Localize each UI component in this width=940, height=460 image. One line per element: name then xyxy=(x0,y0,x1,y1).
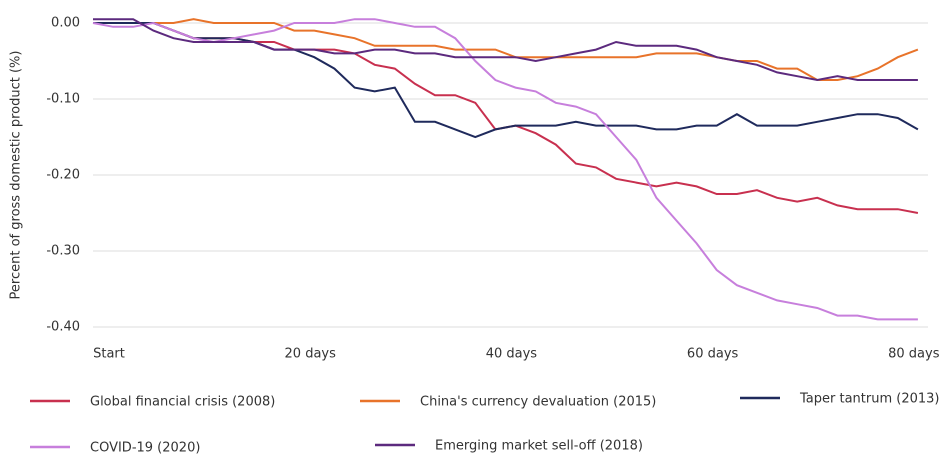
series-line xyxy=(92,18,918,321)
x-tick-label: 80 days xyxy=(888,347,940,362)
series-line xyxy=(93,22,919,139)
series-line xyxy=(93,22,919,214)
legend-label: Emerging market sell-off (2018) xyxy=(435,439,643,454)
legend-label: Global financial crisis (2008) xyxy=(90,395,275,410)
x-tick-label: 20 days xyxy=(285,347,337,362)
series-line xyxy=(93,18,919,81)
y-tick-label: 0.00 xyxy=(51,16,80,31)
legend-label: China's currency devaluation (2015) xyxy=(420,395,656,410)
legend-label: Taper tantrum (2013) xyxy=(799,392,940,407)
y-tick-label: -0.20 xyxy=(46,168,80,183)
series-line xyxy=(93,18,918,82)
y-tick-label: -0.30 xyxy=(46,244,80,259)
y-tick-label: -0.40 xyxy=(46,320,80,335)
legend-label: COVID-19 (2020) xyxy=(90,441,200,456)
x-tick-label: 40 days xyxy=(486,347,538,362)
x-tick-label: Start xyxy=(93,347,125,362)
y-tick-label: -0.10 xyxy=(46,92,80,107)
x-tick-label: 60 days xyxy=(687,347,739,362)
y-axis-label: Percent of gross domestic product (%) xyxy=(9,51,24,300)
